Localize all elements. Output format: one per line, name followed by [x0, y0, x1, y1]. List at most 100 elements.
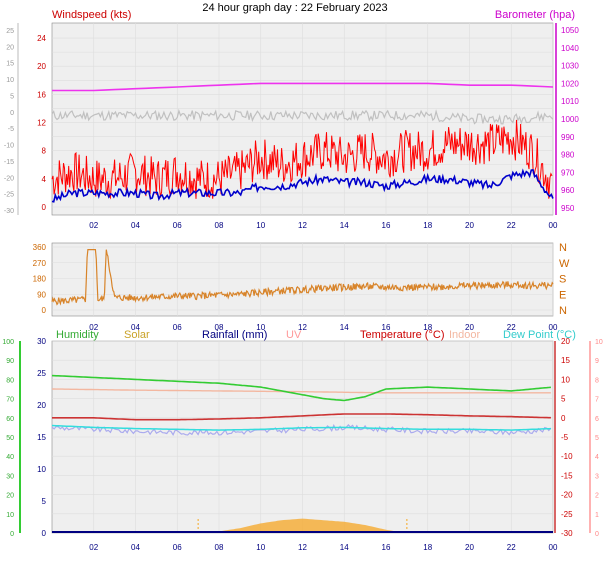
dir-time-tick-20: 20 — [465, 323, 474, 332]
chart-title: 24 hour graph day : 22 February 2023 — [202, 2, 387, 14]
temp-tick-20: 20 — [561, 337, 570, 346]
baro-tick-980: 980 — [561, 151, 575, 160]
uv-tick-9: 9 — [595, 358, 599, 365]
uv-tick-4: 4 — [595, 454, 599, 461]
wind-outer-tick-25: 25 — [6, 28, 14, 35]
dir-cardinal-4: N — [559, 305, 567, 317]
humidity-tick-40: 40 — [6, 454, 14, 461]
wind-tick-16: 16 — [37, 90, 46, 99]
dir-tick-0: 0 — [42, 306, 47, 315]
dir-time-tick-10: 10 — [256, 323, 265, 332]
solar-area — [198, 518, 407, 533]
temp-tick--30: -30 — [561, 529, 573, 538]
wind-outer-tick-20: 20 — [6, 44, 14, 51]
dir-tick-90: 90 — [37, 290, 46, 299]
dir-cardinal-1: W — [559, 258, 570, 270]
dir-cardinal-0: N — [559, 242, 567, 254]
humidity-tick-10: 10 — [6, 512, 14, 519]
legend-rainfall: Rainfall (mm) — [202, 329, 267, 341]
wind-average-line — [51, 168, 554, 203]
rain-tick-5: 5 — [42, 497, 47, 506]
uv-tick-2: 2 — [595, 493, 599, 500]
wind-time-tick-22: 22 — [507, 221, 516, 230]
dir-time-tick-14: 14 — [340, 323, 349, 332]
temp-tick--20: -20 — [561, 491, 573, 500]
wind-tick-24: 24 — [37, 34, 46, 43]
temp-time-tick-16: 16 — [382, 543, 391, 552]
humidity-tick-20: 20 — [6, 493, 14, 500]
baro-tick-990: 990 — [561, 133, 575, 142]
wind-time-tick-12: 12 — [298, 221, 307, 230]
wind-time-tick-08: 08 — [215, 221, 224, 230]
wind-outer-tick--25: -25 — [4, 192, 14, 199]
humidity-tick-70: 70 — [6, 397, 14, 404]
wind-tick-12: 12 — [37, 119, 46, 128]
uv-tick-0: 0 — [595, 531, 599, 538]
baro-tick-1020: 1020 — [561, 79, 579, 88]
data-series — [51, 82, 554, 533]
temp-time-tick-08: 08 — [215, 543, 224, 552]
temp-time-tick-00: 00 — [549, 543, 558, 552]
uv-tick-8: 8 — [595, 377, 599, 384]
dir-time-tick-06: 06 — [173, 323, 182, 332]
humidity-tick-0: 0 — [10, 531, 14, 538]
wind-time-tick-20: 20 — [465, 221, 474, 230]
wind-tick-4: 4 — [42, 175, 47, 184]
wind-time-tick-16: 16 — [382, 221, 391, 230]
humidity-tick-90: 90 — [6, 358, 14, 365]
legend-indoor: Indoor — [449, 329, 481, 341]
rain-tick-25: 25 — [37, 369, 46, 378]
temp-tick-5: 5 — [561, 395, 566, 404]
baro-tick-1010: 1010 — [561, 97, 579, 106]
wind-time-tick-14: 14 — [340, 221, 349, 230]
dir-cardinal-2: S — [559, 274, 566, 286]
temp-tick--10: -10 — [561, 452, 573, 461]
humidity-tick-30: 30 — [6, 473, 14, 480]
temp-tick--15: -15 — [561, 471, 573, 480]
rain-tick-0: 0 — [42, 529, 47, 538]
legend-temperature: Temperature (°C) — [360, 329, 444, 341]
wind-tick-20: 20 — [37, 62, 46, 71]
baro-tick-1040: 1040 — [561, 44, 579, 53]
apparent-temp-line — [51, 423, 552, 436]
temp-tick-15: 15 — [561, 356, 570, 365]
temp-time-tick-12: 12 — [298, 543, 307, 552]
temp-tick-0: 0 — [561, 414, 566, 423]
legend-humidity: Humidity — [56, 329, 99, 341]
rain-tick-10: 10 — [37, 465, 46, 474]
wind-outer-tick--30: -30 — [4, 208, 14, 215]
wind-left-label: Windspeed (kts) — [52, 9, 131, 21]
dir-time-tick-02: 02 — [89, 323, 98, 332]
rain-tick-15: 15 — [37, 433, 46, 442]
indoor-temp-line — [52, 388, 551, 394]
legend-dewpoint: Dew Point (°C) — [503, 329, 576, 341]
gray-series-line — [51, 108, 554, 125]
temp-time-tick-04: 04 — [131, 543, 140, 552]
baro-tick-950: 950 — [561, 204, 575, 213]
wind-time-tick-18: 18 — [423, 221, 432, 230]
humidity-tick-80: 80 — [6, 377, 14, 384]
wind-outer-tick--15: -15 — [4, 159, 14, 166]
dir-tick-180: 180 — [33, 275, 47, 284]
wind-time-tick-06: 06 — [173, 221, 182, 230]
uv-tick-7: 7 — [595, 397, 599, 404]
temp-time-tick-20: 20 — [465, 543, 474, 552]
dir-time-tick-00: 00 — [549, 323, 558, 332]
wind-outer-tick-10: 10 — [6, 77, 14, 84]
wind-direction-line — [51, 249, 554, 306]
wind-tick-8: 8 — [42, 147, 47, 156]
uv-tick-5: 5 — [595, 435, 599, 442]
humidity-tick-50: 50 — [6, 435, 14, 442]
uv-tick-1: 1 — [595, 512, 599, 519]
wind-time-tick-10: 10 — [256, 221, 265, 230]
dir-time-tick-16: 16 — [382, 323, 391, 332]
uv-tick-6: 6 — [595, 416, 599, 423]
wind-time-tick-00: 00 — [549, 221, 558, 230]
wind-gust-line — [51, 119, 553, 200]
wind-tick-0: 0 — [42, 203, 47, 212]
dir-time-tick-04: 04 — [131, 323, 140, 332]
rain-tick-20: 20 — [37, 401, 46, 410]
dir-time-tick-18: 18 — [423, 323, 432, 332]
wind-right-label: Barometer (hpa) — [495, 9, 575, 21]
